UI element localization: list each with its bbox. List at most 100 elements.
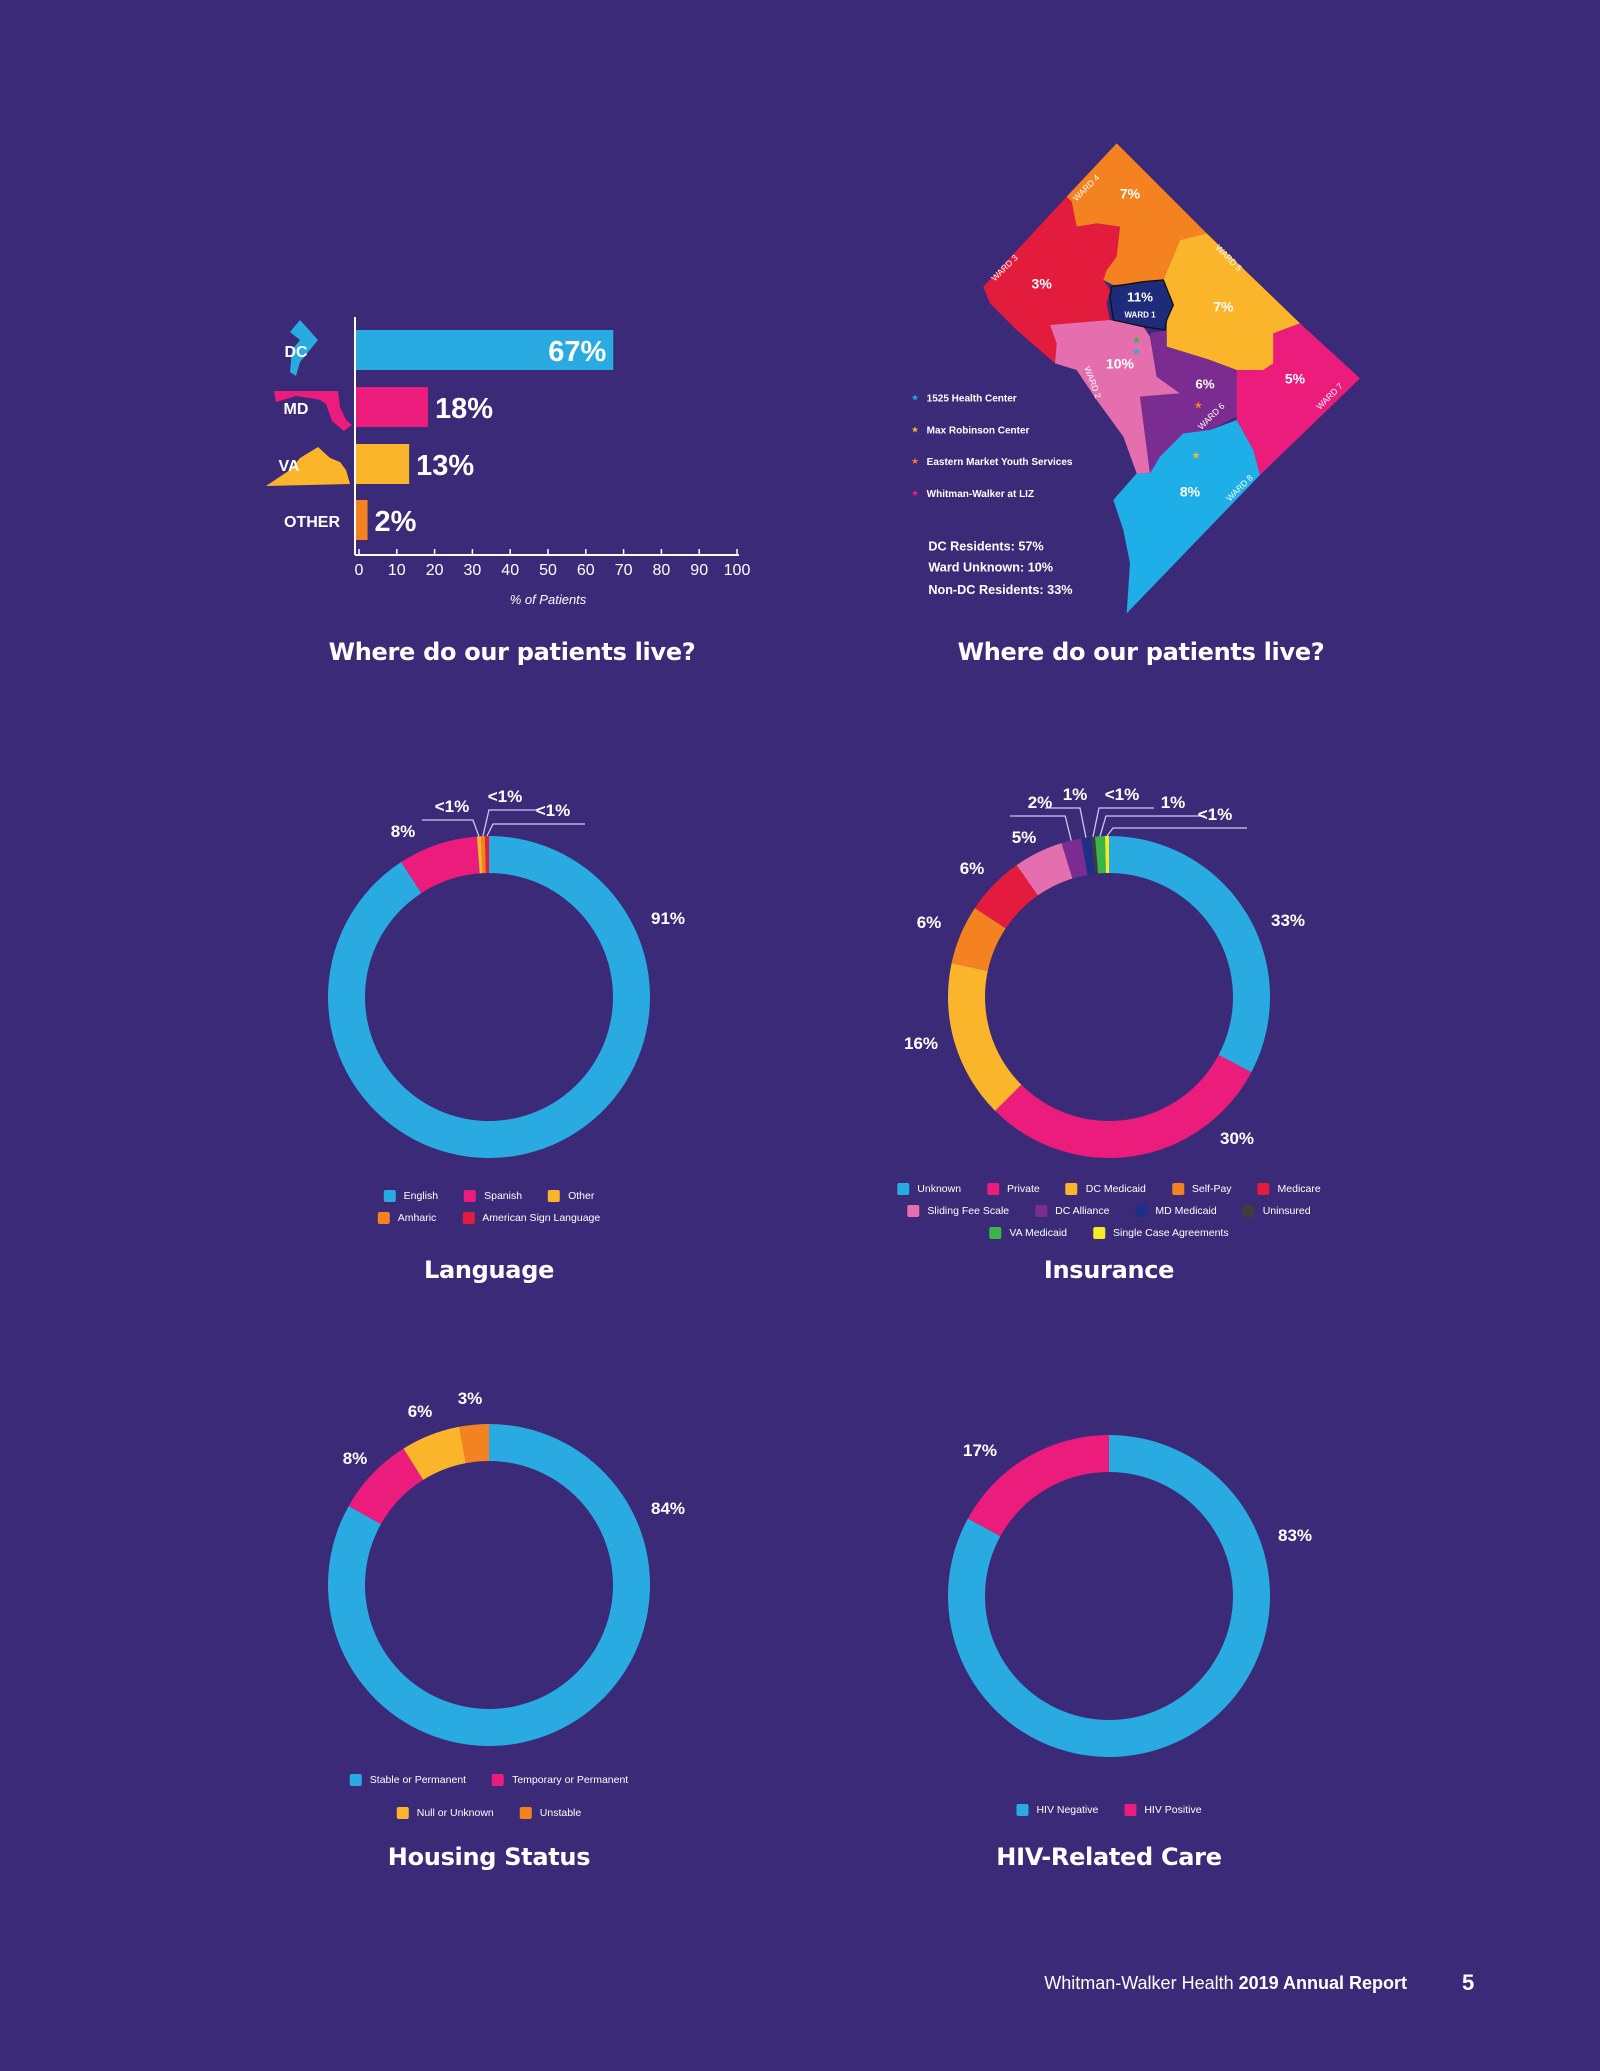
bar-md [356, 387, 429, 427]
legend-label: Uninsured [1262, 1205, 1311, 1217]
housing-legend: Stable or Permanent Temporary or Permanen… [349, 1774, 628, 1819]
hiv-related-caredonut [948, 1435, 1271, 1757]
legend-label: American Sign Language [482, 1212, 601, 1224]
location-star-eastern-market: ★ [1194, 400, 1203, 411]
slice-spanish [401, 836, 480, 894]
ward-7-pct: 5% [1285, 370, 1306, 386]
legend-item: Stable or Permanent [349, 1774, 466, 1786]
languagedonut [328, 809, 650, 1158]
slice-value-label: <1% [1197, 805, 1233, 824]
legend-item: DC Alliance [1035, 1205, 1109, 1217]
legend-item: Temporary or Permanent [492, 1774, 628, 1786]
x-tick-label: 100 [724, 562, 751, 579]
x-tick-label: 20 [426, 562, 444, 579]
legend-item: Medicare [1257, 1183, 1321, 1195]
category-label: DC [284, 344, 308, 361]
hiv-title: HIV-Related Care [996, 1843, 1222, 1871]
slice-unstable [459, 1424, 489, 1464]
slice-value-label: 16% [903, 1034, 939, 1053]
legend-item: Spanish [464, 1190, 522, 1202]
legend-item: Sliding Fee Scale [907, 1205, 1009, 1217]
legend-item: Private [987, 1183, 1040, 1195]
legend-swatch [377, 1212, 390, 1224]
legend-item: MD Medicaid [1135, 1205, 1217, 1217]
legend-label: MD Medicaid [1155, 1205, 1217, 1217]
footer-report-title: Whitman-Walker Health 2019 Annual Report [1044, 1973, 1407, 1994]
legend-swatch [897, 1183, 910, 1195]
ward-8-pct: 8% [1180, 484, 1201, 500]
legend-item: VA Medicaid [989, 1227, 1067, 1239]
legend-item: Unknown [897, 1183, 961, 1195]
bar-dc [356, 330, 614, 370]
ward-1-pct: 11% [1127, 290, 1153, 305]
legend-item: Self-Pay [1171, 1183, 1232, 1195]
legend-swatch [383, 1190, 396, 1202]
legend-label: Medicare [1277, 1183, 1321, 1195]
slice-self-pay [951, 907, 1006, 971]
slice-private [995, 1054, 1252, 1158]
slice-value-label: 84% [650, 1499, 686, 1518]
legend-row: Stable or Permanent Temporary or Permanen… [349, 1774, 628, 1786]
language-legend: English Spanish Other Amharic American Sign … [377, 1190, 600, 1224]
legend-item: Amharic [377, 1212, 436, 1224]
legend-item: American Sign Language [462, 1212, 600, 1224]
housing-statusdonut [327, 1424, 650, 1746]
slice-md-medicaid [1081, 837, 1096, 875]
ward-3-region [983, 196, 1120, 364]
legend-swatch [1124, 1804, 1137, 1816]
slice-dc-medicaid [948, 963, 1022, 1111]
legend-item: Other [548, 1190, 594, 1202]
housing-title: Housing Status [387, 1843, 591, 1871]
slice-unknown [1109, 836, 1270, 1073]
ward-7-region [1236, 323, 1360, 475]
legend-swatch [396, 1807, 409, 1819]
legend-row: HIV Negative HIV Positive [1016, 1804, 1202, 1816]
legend-row: Unknown Private DC Medicaid Self-Pay Medicar… [897, 1183, 1321, 1195]
bar-value-label: 2% [375, 506, 417, 538]
legend-swatch [1093, 1227, 1106, 1239]
slice-sliding-fee-scale [1016, 843, 1073, 896]
slice-value-label: 2% [1027, 793, 1053, 812]
legend-item: Unstable [519, 1807, 581, 1819]
category-label: MD [284, 401, 309, 418]
slice-value-label: 1% [1160, 793, 1186, 812]
legend-location: 1525 Health Center [927, 394, 1017, 405]
slice-value-label: <1% [487, 787, 523, 806]
legend-item: DC Medicaid [1065, 1183, 1146, 1195]
ward-2-region [1050, 320, 1180, 474]
leader-line [1099, 815, 1205, 837]
legend-location: Whitman-Walker at LIZ [927, 489, 1034, 500]
bar-chart-title: Where do our patients live? [328, 638, 696, 666]
leader-line [1092, 807, 1154, 837]
legend-swatch [1016, 1804, 1029, 1816]
dc-state-icon [290, 320, 318, 376]
stat-dc-residents: DC Residents: 57% [928, 540, 1043, 554]
legend-swatch [1035, 1205, 1048, 1217]
slice-null-or-unknown [403, 1426, 466, 1480]
legend-swatch [1135, 1205, 1148, 1217]
insurance-title: Insurance [1043, 1256, 1175, 1284]
legend-swatch [1171, 1183, 1184, 1195]
slice-amharic [480, 836, 486, 874]
slice-value-label: 6% [916, 913, 942, 932]
slice-value-label: 83% [1277, 1526, 1313, 1545]
star-icon: ★ [911, 425, 919, 435]
bar-value-label: 13% [416, 450, 474, 482]
legend-swatch [548, 1190, 561, 1202]
legend-label: Private [1007, 1183, 1040, 1195]
legend-swatch [989, 1227, 1002, 1239]
legend-swatch [907, 1205, 920, 1217]
hiv-legend: HIV Negative HIV Positive [1016, 1804, 1202, 1816]
slice-value-label: <1% [1104, 785, 1140, 804]
legend-swatch [1242, 1205, 1255, 1217]
legend-item: Uninsured [1242, 1205, 1311, 1217]
leader-line [422, 819, 480, 837]
slice-value-label: 8% [390, 822, 416, 841]
slice-value-label: 8% [342, 1449, 368, 1468]
ward-5-pct: 7% [1213, 299, 1234, 315]
legend-label: Spanish [484, 1190, 523, 1202]
footer-org: Whitman-Walker Health [1044, 1973, 1234, 1993]
ward-1-region [1109, 279, 1175, 331]
ward-4-region [1066, 143, 1207, 285]
category-label: VA [278, 458, 299, 475]
